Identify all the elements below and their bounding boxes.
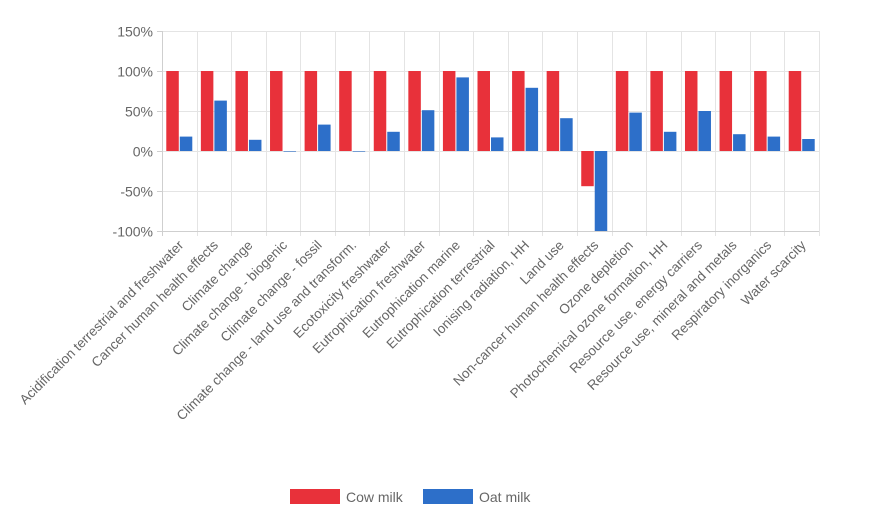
y-tick-label: 100% xyxy=(117,64,153,80)
bar-oat-milk[interactable] xyxy=(421,110,435,151)
y-tick-label: -100% xyxy=(113,224,153,240)
bar-oat-milk[interactable] xyxy=(560,118,573,151)
legend-label: Oat milk xyxy=(479,489,531,505)
bar-cow-milk[interactable] xyxy=(788,71,802,151)
bar-cow-milk[interactable] xyxy=(546,71,560,151)
legend-item-cow-milk[interactable]: Cow milk xyxy=(290,489,404,505)
bar-oat-milk[interactable] xyxy=(594,151,608,231)
bar-cow-milk[interactable] xyxy=(512,71,525,151)
bar-oat-milk[interactable] xyxy=(387,131,400,151)
bars-layer xyxy=(166,71,815,231)
bar-cow-milk[interactable] xyxy=(235,71,248,151)
legend[interactable]: Cow milk Oat milk xyxy=(290,489,531,505)
bar-oat-milk[interactable] xyxy=(352,151,366,152)
y-tick-label: -50% xyxy=(120,184,153,200)
bar-cow-milk[interactable] xyxy=(477,71,491,151)
bar-cow-milk[interactable] xyxy=(304,71,318,151)
bar-cow-milk[interactable] xyxy=(442,71,456,151)
x-tick-label: Acidification terrestrial and freshwater xyxy=(17,237,187,407)
legend-swatch xyxy=(290,489,340,504)
bar-oat-milk[interactable] xyxy=(179,136,193,151)
y-tick-label: 50% xyxy=(125,104,153,120)
bar-oat-milk[interactable] xyxy=(283,151,297,152)
y-tick-label: 150% xyxy=(117,24,153,40)
bar-oat-milk[interactable] xyxy=(629,112,642,151)
bar-cow-milk[interactable] xyxy=(200,71,214,151)
bar-oat-milk[interactable] xyxy=(663,131,677,151)
legend-item-oat-milk[interactable]: Oat milk xyxy=(423,489,531,505)
bar-oat-milk[interactable] xyxy=(491,137,504,151)
bar-oat-milk[interactable] xyxy=(802,139,815,151)
bar-oat-milk[interactable] xyxy=(525,87,539,151)
bar-cow-milk[interactable] xyxy=(270,71,283,151)
bar-cow-milk[interactable] xyxy=(339,71,352,151)
bar-oat-milk[interactable] xyxy=(248,139,262,151)
bar-cow-milk[interactable] xyxy=(166,71,179,151)
bar-oat-milk[interactable] xyxy=(733,134,746,151)
bar-oat-milk[interactable] xyxy=(456,77,469,151)
bar-cow-milk[interactable] xyxy=(650,71,663,151)
bar-oat-milk[interactable] xyxy=(318,124,331,151)
bar-cow-milk[interactable] xyxy=(754,71,767,151)
bar-cow-milk[interactable] xyxy=(373,71,387,151)
y-tick-label: 0% xyxy=(133,144,153,160)
bar-oat-milk[interactable] xyxy=(767,136,781,151)
bar-oat-milk[interactable] xyxy=(698,111,711,151)
bar-cow-milk[interactable] xyxy=(581,151,594,187)
bar-oat-milk[interactable] xyxy=(214,100,227,151)
bar-cow-milk[interactable] xyxy=(408,71,421,151)
grid-layer xyxy=(162,31,820,236)
legend-swatch xyxy=(423,489,473,504)
bar-cow-milk[interactable] xyxy=(719,71,733,151)
legend-label: Cow milk xyxy=(346,489,404,505)
bar-cow-milk[interactable] xyxy=(684,71,698,151)
bar-cow-milk[interactable] xyxy=(615,71,629,151)
